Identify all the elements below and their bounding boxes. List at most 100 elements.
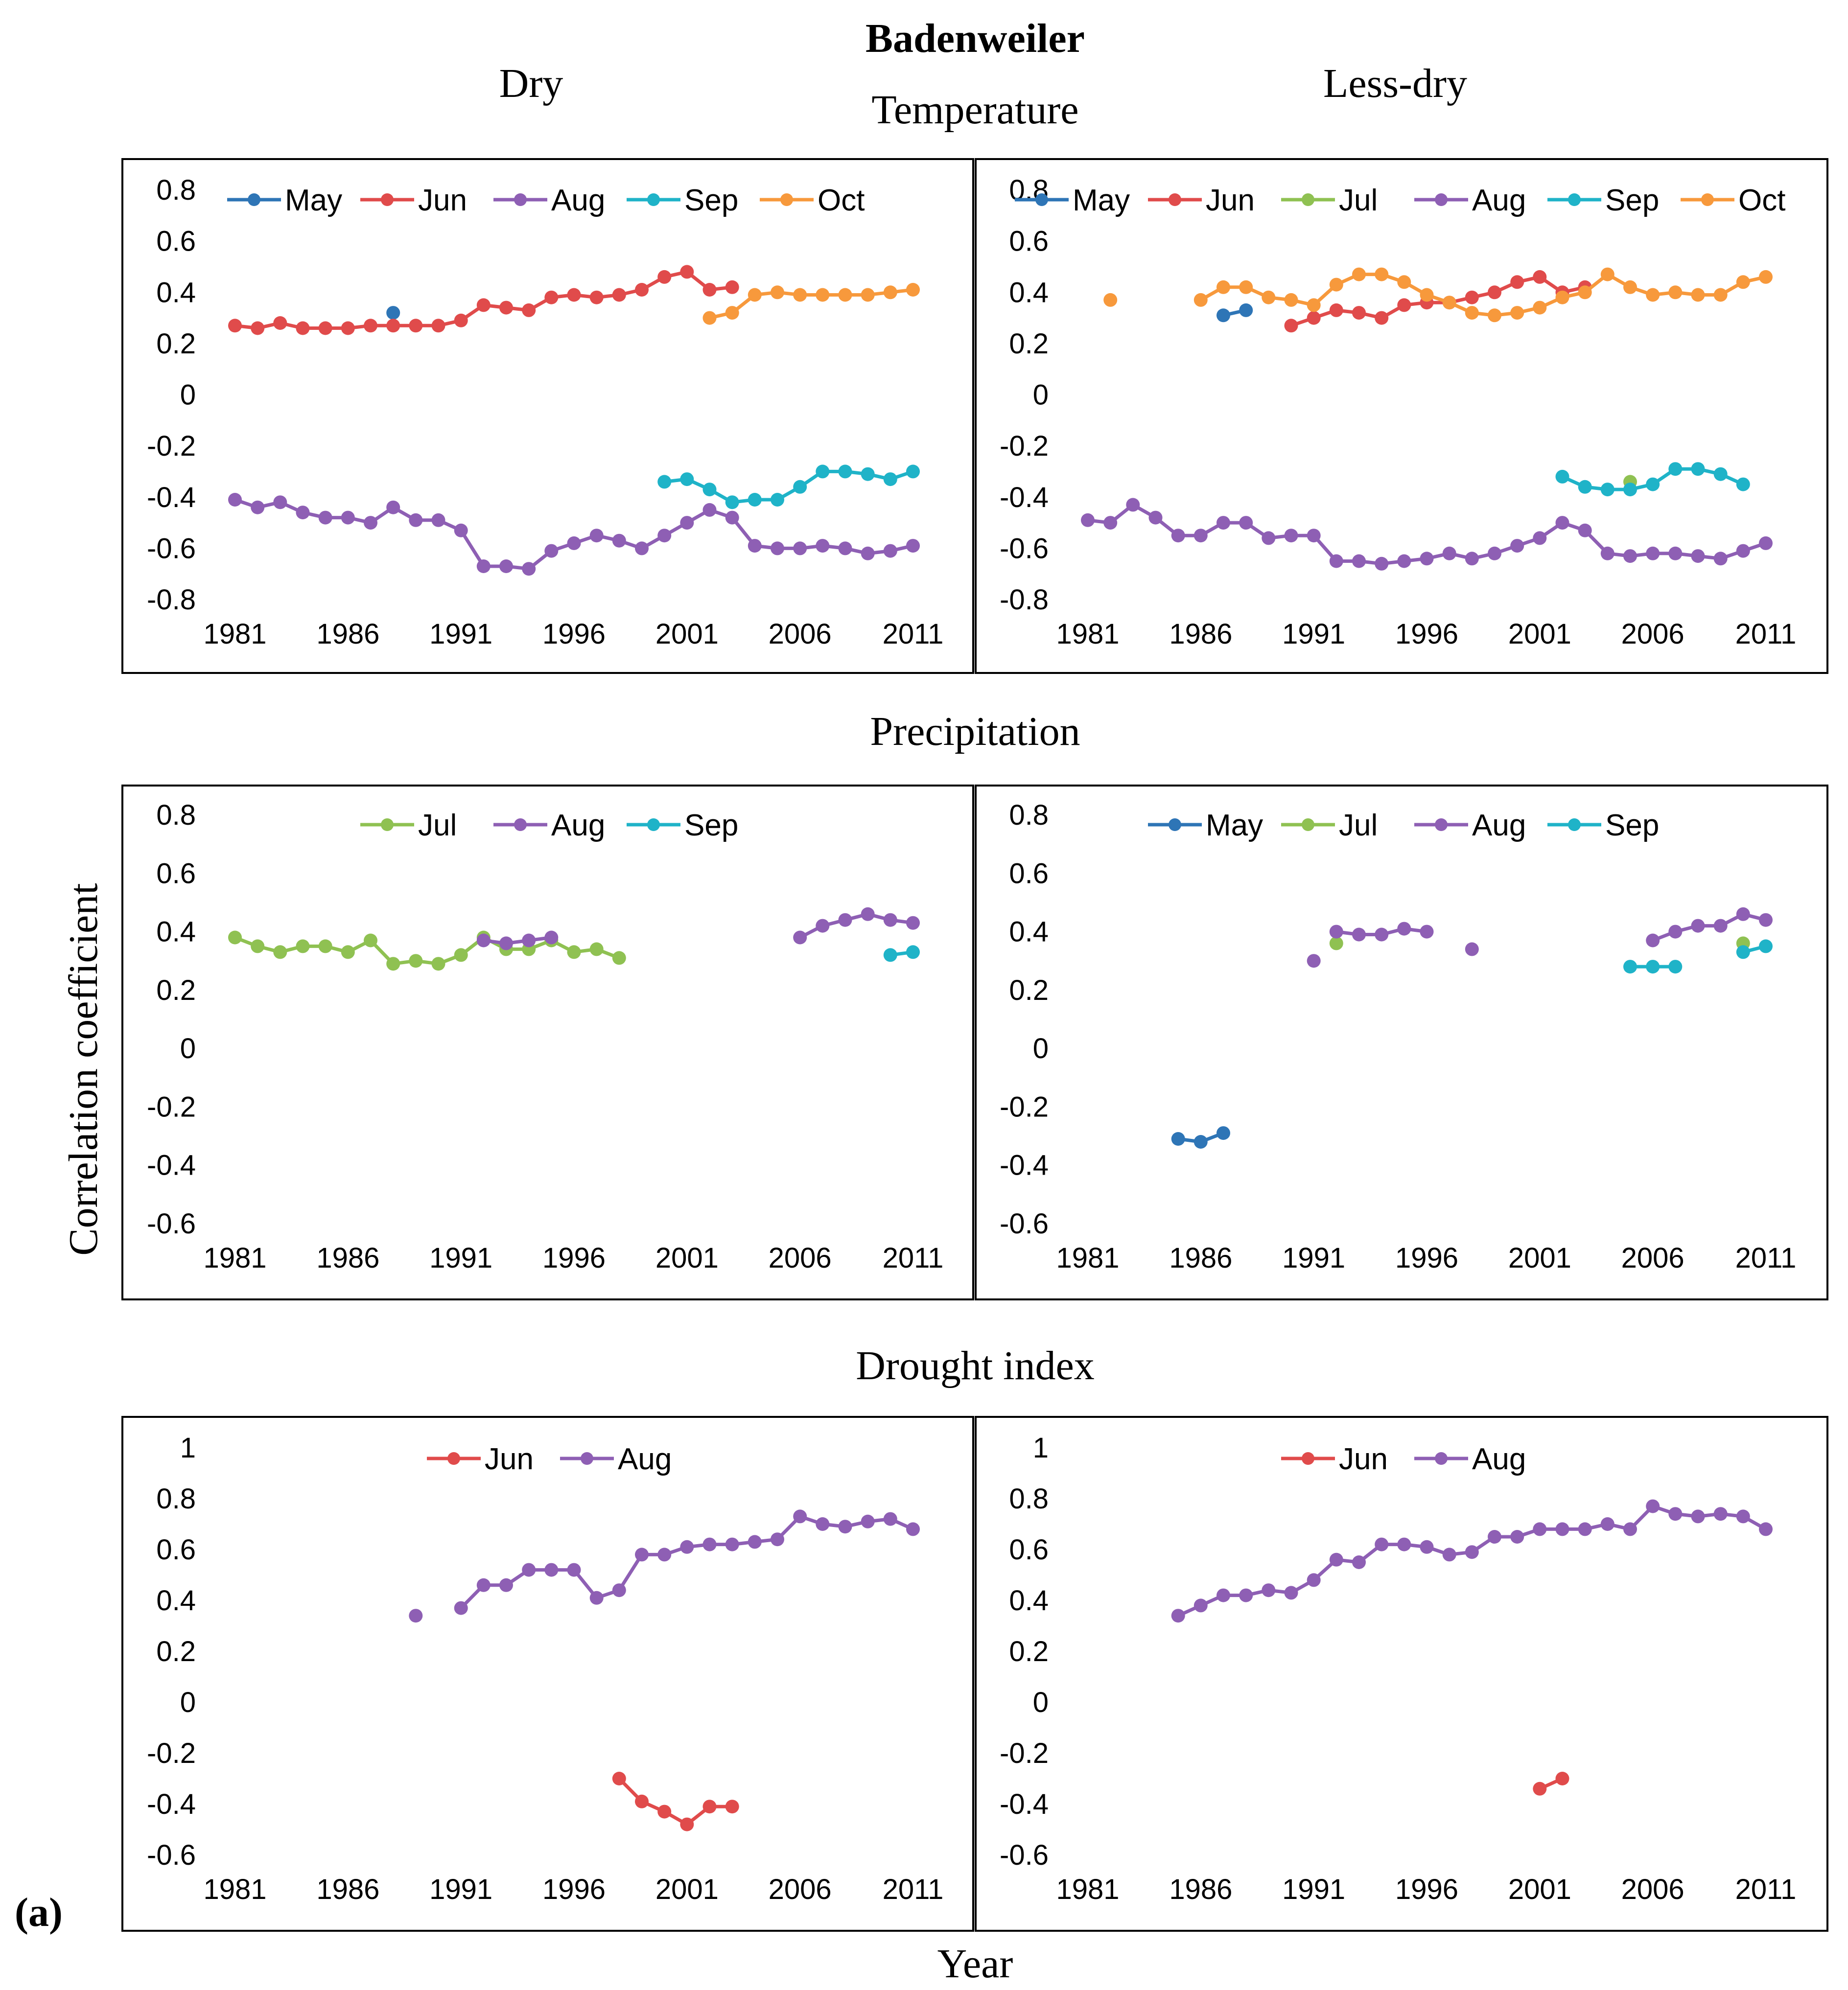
data-point [725, 1800, 739, 1814]
y-tick-label: -0.2 [1000, 1737, 1049, 1769]
data-point [1329, 1552, 1343, 1567]
y-tick-label: 0.4 [156, 916, 196, 948]
data-point [476, 933, 491, 948]
data-point [1397, 275, 1411, 289]
data-point [1646, 288, 1660, 302]
data-point [1307, 529, 1321, 543]
legend-label-aug: Aug [1472, 184, 1526, 217]
legend-label-aug: Aug [1472, 1442, 1526, 1476]
data-point [1533, 301, 1547, 315]
x-tick-label: 1986 [1169, 618, 1232, 650]
panel-tag: (a) [15, 1890, 63, 1935]
x-tick-label: 1986 [316, 618, 379, 650]
data-point [409, 1609, 423, 1623]
data-point [228, 930, 242, 945]
series-aug [228, 493, 920, 576]
data-point [1397, 1537, 1411, 1551]
data-point [748, 1535, 762, 1549]
data-point [725, 306, 739, 320]
x-tick-label: 1986 [316, 1874, 379, 1905]
legend-label-sep: Sep [1605, 809, 1659, 842]
data-point [1193, 529, 1208, 543]
data-point [861, 288, 875, 302]
data-point [793, 1509, 807, 1524]
plot-frame [975, 785, 1828, 1300]
data-point [1216, 1588, 1230, 1602]
data-point [454, 948, 468, 962]
data-point [1126, 498, 1140, 512]
data-point [341, 321, 355, 335]
data-point [431, 957, 445, 971]
data-point [771, 541, 784, 555]
y-tick-label: -0.2 [147, 1091, 196, 1123]
data-point [251, 500, 265, 514]
x-tick-label: 2011 [883, 1242, 944, 1274]
data-point [793, 930, 807, 945]
data-point [499, 301, 513, 315]
data-point [1420, 925, 1434, 939]
data-point [1397, 922, 1411, 936]
data-point [1262, 1583, 1276, 1597]
data-point [1623, 960, 1637, 974]
data-point [1668, 546, 1683, 560]
y-tick-label: -0.4 [1000, 1150, 1049, 1181]
data-point [771, 493, 784, 507]
y-tick-label: -0.4 [1000, 482, 1049, 513]
data-point [1329, 936, 1343, 950]
legend-marker-may [1035, 193, 1048, 206]
legend-label-aug: Aug [1472, 809, 1526, 842]
data-point [1216, 280, 1230, 294]
data-point [883, 285, 897, 300]
data-point [1171, 1132, 1185, 1146]
data-point [589, 942, 604, 956]
legend-marker-jun [1302, 1452, 1314, 1465]
data-point [1352, 306, 1366, 320]
legend-label-oct: Oct [818, 184, 865, 217]
data-point [476, 559, 491, 573]
y-tick-label: 0.4 [1009, 277, 1049, 308]
legend-marker-sep [1568, 193, 1581, 206]
data-point [567, 288, 581, 302]
data-point [1284, 293, 1298, 307]
data-point [386, 306, 400, 320]
data-point [1465, 290, 1479, 304]
x-tick-label: 2006 [769, 618, 832, 650]
data-point [1759, 913, 1773, 927]
y-tick-label: 0.4 [1009, 916, 1049, 948]
legend-marker-aug [581, 1452, 593, 1465]
data-point [522, 1563, 536, 1577]
y-tick-label: -0.8 [1000, 584, 1049, 616]
plot-frame [975, 158, 1828, 674]
data-point [1352, 554, 1366, 568]
data-point [1691, 549, 1705, 563]
data-point [816, 539, 830, 553]
y-tick-label: -0.4 [1000, 1788, 1049, 1820]
legend-marker-jul [1302, 193, 1314, 206]
x-tick-label: 1981 [203, 1874, 266, 1905]
series-jul [228, 930, 626, 971]
legend-label-jun: Jun [485, 1442, 534, 1476]
data-point [431, 513, 445, 527]
data-point [612, 951, 626, 965]
data-point [838, 1520, 852, 1534]
data-point [1465, 1545, 1479, 1559]
data-point [1488, 546, 1501, 560]
y-tick-label: 0.4 [1009, 1585, 1049, 1617]
x-tick-label: 1996 [542, 1242, 606, 1274]
data-point [1171, 529, 1185, 543]
data-point [567, 536, 581, 550]
data-point [364, 516, 377, 530]
series-aug [476, 930, 559, 950]
x-tick-label: 2011 [1735, 1874, 1797, 1905]
data-point [748, 288, 762, 302]
data-point [386, 957, 400, 971]
data-point [1375, 1537, 1389, 1551]
data-point [1307, 954, 1321, 968]
data-point [1329, 278, 1343, 292]
data-point [251, 939, 265, 953]
data-point [522, 562, 536, 576]
data-point [454, 313, 468, 327]
data-point [341, 510, 355, 525]
